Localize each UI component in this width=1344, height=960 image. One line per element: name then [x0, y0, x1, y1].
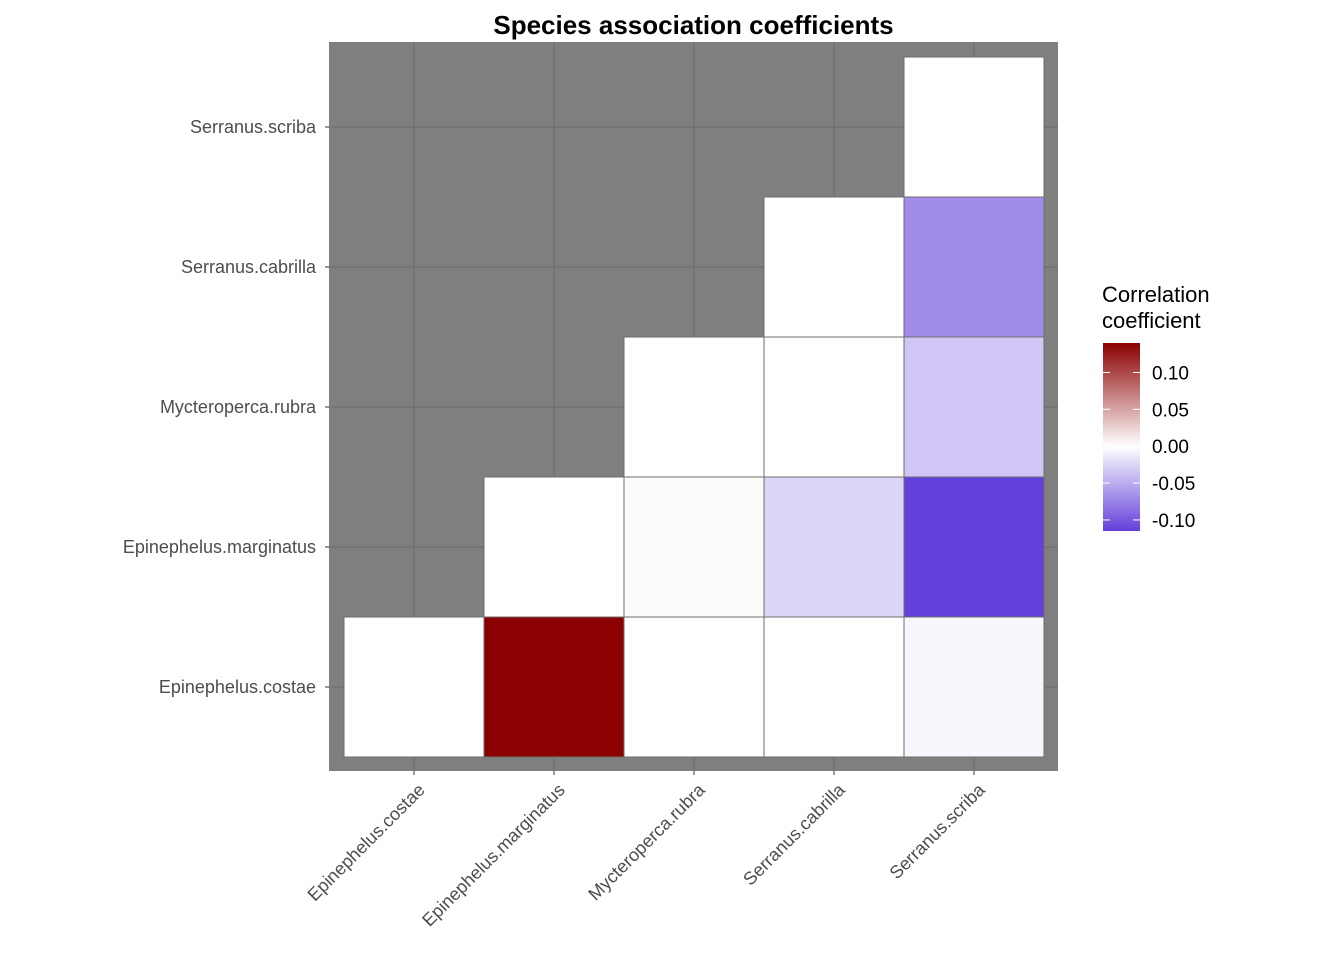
x-axis-ticks: Epinephelus.costaeEpinephelus.marginatus… [304, 771, 990, 930]
heatmap-cell [763, 196, 905, 338]
x-tick-label: Epinephelus.costae [304, 780, 429, 905]
heatmap-cell [763, 476, 905, 618]
heatmap-cell [763, 336, 905, 478]
heatmap-cell [903, 336, 1045, 478]
colorbar [1103, 343, 1140, 531]
heatmap-cell [483, 476, 625, 618]
y-tick-label: Serranus.cabrilla [181, 257, 317, 277]
heatmap-cell [903, 616, 1045, 758]
heatmap-cell [903, 196, 1045, 338]
colorbar-label: 0.05 [1152, 400, 1189, 421]
y-tick-label: Epinephelus.marginatus [123, 537, 316, 557]
x-tick-label: Serranus.cabrilla [739, 779, 849, 889]
y-tick-label: Serranus.scriba [190, 117, 317, 137]
heatmap-cell [623, 336, 765, 478]
colorbar-label: 0.00 [1152, 437, 1189, 458]
x-tick-label: Epinephelus.marginatus [418, 780, 569, 931]
heatmap-cells [343, 56, 1045, 758]
colorbar-label: -0.05 [1152, 474, 1195, 495]
heatmap-cell [623, 616, 765, 758]
heatmap-cell [903, 56, 1045, 198]
x-tick-label: Serranus.scriba [886, 779, 990, 883]
heatmap-cell [903, 476, 1045, 618]
heatmap-cell [343, 616, 485, 758]
legend-title-line-1: Correlation [1102, 282, 1210, 307]
legend: 0.10 0.05 0.00 -0.05 -0.10 [1103, 343, 1195, 532]
legend-title: Correlation coefficient [1102, 282, 1302, 334]
x-tick-label: Mycteroperca.rubra [584, 779, 709, 904]
legend-title-line-2: coefficient [1102, 308, 1201, 333]
heatmap-cell [483, 616, 625, 758]
y-tick-label: Epinephelus.costae [159, 677, 316, 697]
y-tick-label: Mycteroperca.rubra [160, 397, 317, 417]
chart-title: Species association coefficients [493, 10, 894, 40]
colorbar-label: 0.10 [1152, 363, 1189, 384]
colorbar-label: -0.10 [1152, 511, 1195, 532]
heatmap-cell [763, 616, 905, 758]
heatmap-cell [623, 476, 765, 618]
y-axis-ticks: Epinephelus.costae Epinephelus.marginatus… [123, 117, 329, 697]
